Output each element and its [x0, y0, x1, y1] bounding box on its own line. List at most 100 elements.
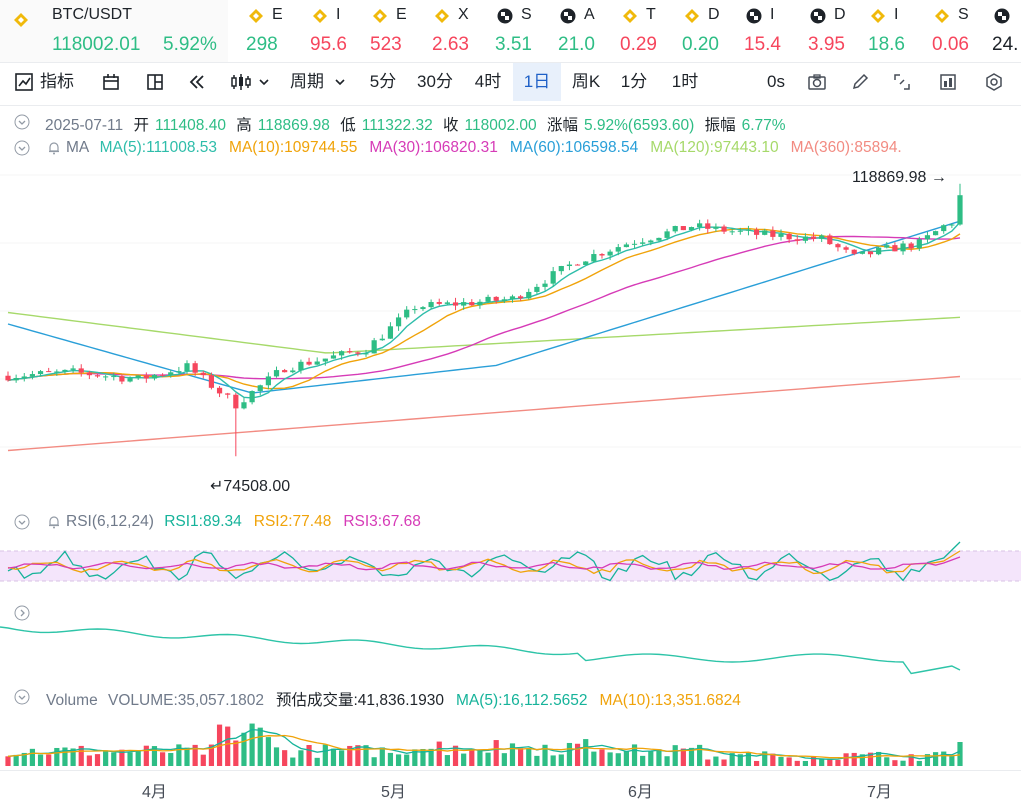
collapse-rsi-icon[interactable] — [14, 514, 30, 530]
candle-body — [900, 243, 906, 252]
interval-tab[interactable]: 1日 — [513, 63, 561, 101]
volume-bar — [46, 754, 52, 766]
candle-body — [550, 271, 556, 284]
ticker-item[interactable]: D 0.20 — [682, 0, 742, 62]
ticker-item[interactable]: E 523 — [370, 0, 430, 62]
candle-body — [924, 235, 931, 240]
ticker-item[interactable]: X 2.63 — [432, 0, 492, 62]
interval-tab[interactable]: 周K — [571, 72, 601, 91]
price-chart[interactable] — [0, 165, 1021, 505]
collapse-ma-icon[interactable] — [14, 140, 30, 156]
interval-tab[interactable]: 1分 — [620, 72, 648, 91]
ticker-item[interactable]: S 3.51 — [495, 0, 555, 62]
ticker-item[interactable]: E 298 — [246, 0, 306, 62]
candle-body — [599, 254, 605, 256]
volume-legend: Volume VOLUME:35,057.1802 预估成交量:41,836.19… — [46, 688, 759, 710]
candle-body — [62, 369, 68, 372]
collapse-ohlc-icon[interactable] — [14, 114, 30, 130]
candle-body — [330, 355, 337, 359]
candle-body — [827, 235, 833, 245]
candle-body — [729, 231, 735, 233]
volume-chart[interactable] — [0, 708, 1021, 768]
volume-bar — [339, 750, 345, 766]
settings-icon[interactable] — [984, 72, 1004, 92]
ohlc-date: 2025-07-11 — [45, 117, 124, 134]
period-dropdown[interactable]: 周期 — [290, 72, 324, 91]
candle-body — [737, 230, 743, 232]
volume-bar — [851, 752, 857, 766]
volume-bar — [192, 744, 198, 766]
chart-style-icon[interactable] — [938, 72, 958, 92]
candle-body — [835, 244, 841, 248]
volume-bar — [802, 760, 809, 766]
expand-indicator-icon[interactable] — [14, 605, 30, 621]
ticker-item-value: 298 — [246, 34, 278, 55]
interval-tab[interactable]: 30分 — [417, 72, 453, 91]
candle-body — [119, 376, 125, 382]
ticker-item[interactable]: I 18.6 — [868, 0, 928, 62]
ma120-line — [7, 311, 961, 354]
candlestick-type-icon[interactable] — [229, 72, 253, 92]
candle-body — [70, 368, 76, 370]
volume-bar — [420, 748, 426, 766]
volume-bar — [599, 749, 605, 766]
volume-bar — [631, 744, 638, 766]
chevron-down-icon[interactable] — [257, 72, 271, 92]
camera-icon[interactable] — [807, 72, 827, 92]
volume-bar — [623, 750, 629, 766]
ticker-item[interactable]: A 21.0 — [558, 0, 618, 62]
candle-body — [241, 402, 247, 409]
indicator-chart[interactable] — [0, 600, 1021, 682]
volume-bar — [566, 742, 573, 766]
volume-bar — [819, 759, 825, 766]
legend-value: RSI2:77.48 — [253, 513, 332, 530]
volume-bar — [225, 726, 231, 766]
ma10-line — [7, 227, 961, 390]
bell-icon[interactable] — [46, 140, 62, 156]
candle-body — [493, 296, 499, 301]
ticker-item-name: D — [834, 6, 846, 23]
ticker-item[interactable]: T 0.29 — [620, 0, 680, 62]
ticker-item[interactable]: D 3.95 — [808, 0, 868, 62]
volume-bar — [916, 760, 922, 766]
ticker-main-btc[interactable]: BTC/USDT 118002.01 5.92% — [0, 0, 228, 62]
volume-bar — [282, 750, 288, 766]
collapse-volume-icon[interactable] — [14, 689, 30, 705]
layout-icon[interactable] — [145, 72, 165, 92]
fullscreen-icon[interactable] — [892, 72, 912, 92]
ticker-item-value: 0.20 — [682, 34, 719, 55]
ticker-item[interactable]: S 0.06 — [932, 0, 992, 62]
volume-bar — [355, 745, 361, 766]
candle-body — [941, 225, 947, 232]
replay-icon[interactable] — [187, 72, 207, 92]
indicator-icon[interactable] — [14, 72, 34, 92]
ma-title: MA — [66, 139, 90, 156]
template-icon[interactable] — [101, 72, 121, 92]
candle-body — [574, 264, 581, 266]
candle-body — [786, 233, 792, 240]
interval-tab[interactable]: 1时 — [671, 72, 699, 91]
interval-tab[interactable]: 4时 — [474, 72, 502, 91]
volume-ma-line — [7, 734, 961, 759]
ticker-item[interactable]: I 95.6 — [310, 0, 370, 62]
low-label: 低 — [340, 117, 356, 134]
volume-bar — [168, 752, 174, 766]
candle-body — [200, 372, 206, 376]
chevron-down-icon[interactable] — [333, 72, 347, 92]
ticker-item-value: 0.06 — [932, 34, 969, 55]
volume-bar — [843, 753, 849, 766]
ticker-item[interactable]: I 15.4 — [744, 0, 804, 62]
amp-value: 6.77% — [741, 117, 786, 134]
interval-tab[interactable]: 5分 — [369, 72, 397, 91]
pencil-icon[interactable] — [850, 72, 870, 92]
candle-body — [819, 235, 825, 239]
bell-icon[interactable] — [46, 514, 62, 530]
rsi-chart[interactable] — [0, 536, 1021, 594]
binance-icon — [871, 9, 885, 23]
candle-body — [558, 266, 564, 272]
indicators-button[interactable]: 指标 — [40, 72, 74, 91]
change-label: 涨幅 — [546, 117, 578, 134]
ticker-item-name: S — [521, 6, 532, 23]
volume-bar — [62, 747, 68, 766]
ticker-item[interactable]: 24. — [992, 0, 1021, 62]
